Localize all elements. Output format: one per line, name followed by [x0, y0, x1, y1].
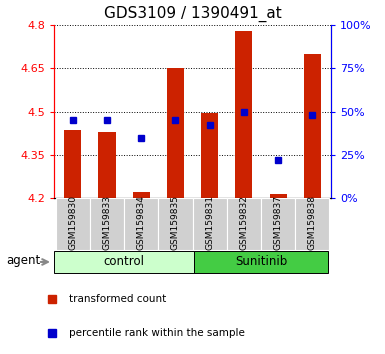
- Bar: [167, 68, 184, 198]
- Bar: [201, 113, 218, 198]
- Bar: [158, 198, 192, 250]
- Bar: [55, 198, 90, 250]
- Bar: [304, 54, 321, 198]
- Bar: [261, 198, 295, 250]
- Bar: [132, 193, 150, 198]
- Text: GSM159833: GSM159833: [102, 195, 111, 250]
- Text: control: control: [104, 256, 144, 268]
- Text: GSM159837: GSM159837: [274, 195, 283, 250]
- Bar: [99, 132, 116, 198]
- Bar: [227, 198, 261, 250]
- Bar: [295, 198, 330, 250]
- Bar: [64, 130, 81, 198]
- Bar: [124, 198, 158, 250]
- Bar: [270, 194, 286, 198]
- Bar: [192, 198, 227, 250]
- Bar: [54, 251, 194, 273]
- Text: GSM159832: GSM159832: [239, 195, 248, 250]
- Text: transformed count: transformed count: [69, 295, 166, 304]
- Text: agent: agent: [6, 254, 40, 267]
- Text: percentile rank within the sample: percentile rank within the sample: [69, 328, 245, 338]
- Bar: [90, 198, 124, 250]
- Text: Sunitinib: Sunitinib: [235, 256, 287, 268]
- Title: GDS3109 / 1390491_at: GDS3109 / 1390491_at: [104, 6, 281, 22]
- Text: GSM159830: GSM159830: [68, 195, 77, 250]
- Text: GSM159835: GSM159835: [171, 195, 180, 250]
- Text: GSM159834: GSM159834: [137, 195, 146, 250]
- Text: GSM159838: GSM159838: [308, 195, 317, 250]
- Bar: [194, 251, 328, 273]
- Bar: [235, 30, 253, 198]
- Text: GSM159831: GSM159831: [205, 195, 214, 250]
